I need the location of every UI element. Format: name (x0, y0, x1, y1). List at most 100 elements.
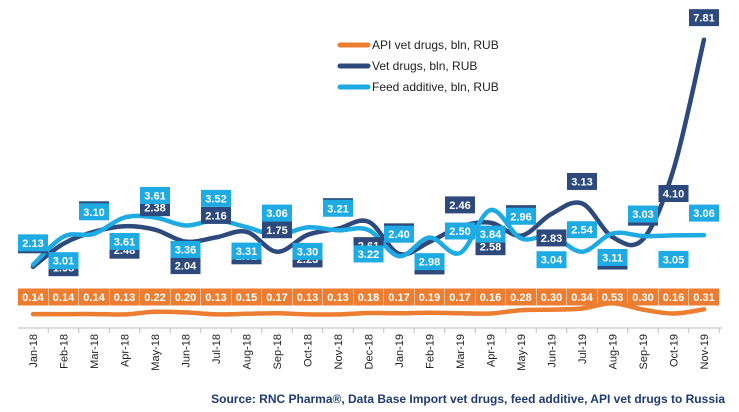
data-label-box (445, 288, 475, 306)
x-tick-label: Jun-19 (547, 334, 559, 368)
x-tick-label: Jul-18 (211, 334, 223, 364)
data-label: 3.05 (663, 254, 684, 266)
data-label: 7.81 (693, 13, 714, 25)
data-label: 0.13 (327, 292, 348, 304)
x-tick-label: Nov-19 (699, 334, 711, 369)
data-label-box (658, 250, 689, 268)
x-tick-label: Sep-19 (638, 334, 650, 369)
data-label: 0.13 (114, 292, 135, 304)
x-tick-label: May-18 (150, 334, 162, 371)
data-label: 2.50 (449, 226, 470, 238)
x-tick-label: Oct-19 (669, 334, 681, 367)
legend-label: Feed additive, bln, RUB (372, 80, 499, 94)
data-label-box (262, 221, 292, 239)
data-label: 0.16 (480, 292, 501, 304)
data-label-box (414, 288, 445, 306)
data-label-box (292, 242, 323, 260)
data-label-box (231, 288, 262, 306)
data-label-box (689, 288, 719, 306)
data-label: 3.04 (541, 255, 563, 267)
data-label: 0.19 (419, 292, 440, 304)
data-label: 2.16 (205, 210, 226, 222)
data-label: 2.54 (571, 225, 593, 237)
data-label-box (536, 251, 567, 269)
x-tick-label: Apr-19 (486, 334, 498, 367)
data-label: 3.36 (175, 244, 196, 256)
x-tick-label: Aug-19 (608, 334, 620, 369)
legend-label: Vet drugs, bln, RUB (372, 59, 477, 73)
series-line (30, 300, 707, 317)
x-tick-label: May-19 (516, 334, 528, 371)
data-label: 0.14 (83, 292, 105, 304)
data-label-box (48, 252, 79, 270)
data-label: 3.11 (602, 252, 623, 264)
data-label: 3.22 (358, 249, 379, 261)
data-label-box (323, 199, 353, 217)
data-label: 3.84 (480, 229, 502, 241)
data-label-box (292, 288, 323, 306)
data-label-box (353, 288, 384, 306)
x-tick-label: Apr-18 (120, 334, 132, 367)
data-label-box (79, 288, 109, 306)
data-label: 2.46 (449, 200, 470, 212)
data-label-box (567, 221, 597, 239)
data-label-box (109, 232, 140, 250)
data-label-box (140, 186, 170, 204)
x-tick-label: Jan-19 (394, 334, 406, 368)
data-label-box (689, 204, 719, 222)
data-label: 0.17 (388, 292, 409, 304)
data-label: 0.53 (602, 292, 623, 304)
x-tick-label: Oct-18 (303, 334, 315, 367)
data-label: 2.13 (22, 238, 43, 250)
data-label: 0.30 (632, 292, 653, 304)
data-label: 3.13 (571, 176, 592, 188)
x-tick-label: Jun-18 (181, 334, 193, 368)
data-label: 2.58 (480, 242, 501, 254)
data-label-box (597, 248, 628, 266)
data-label-box (170, 240, 201, 258)
data-label-box (262, 204, 292, 222)
data-label: 3.61 (114, 236, 135, 248)
data-label: 2.96 (510, 211, 531, 223)
legend: API vet drugs, bln, RUB Vet drugs, bln, R… (337, 38, 499, 94)
data-label-box (597, 288, 628, 306)
data-label: 0.22 (144, 292, 165, 304)
data-label: 3.03 (632, 209, 653, 221)
data-label: 2.38 (144, 203, 165, 215)
x-axis: Jan-18 Feb-18 Mar-18 Apr-18 May-18 Jun-18 Jul-… (18, 327, 722, 371)
data-label-box (536, 288, 567, 306)
data-label: 3.61 (144, 190, 165, 202)
data-label-box (79, 203, 109, 221)
data-label: 0.15 (236, 292, 257, 304)
data-label-box (475, 288, 506, 306)
data-label: 0.18 (358, 292, 379, 304)
x-tick-label: Feb-18 (59, 334, 71, 369)
data-label: 0.34 (571, 292, 593, 304)
data-label-box (475, 225, 506, 243)
data-label-box (445, 222, 475, 240)
data-label-box (506, 207, 536, 225)
data-label-box (170, 257, 201, 275)
data-label-box (567, 172, 597, 190)
data-label-box (201, 288, 231, 306)
data-label: 2.04 (175, 261, 197, 273)
x-tick-label: Nov-18 (333, 334, 345, 369)
x-tick-label: Jan-18 (28, 334, 40, 368)
data-label: 0.17 (266, 292, 287, 304)
data-label: 1.75 (266, 225, 287, 237)
series-lines (30, 37, 707, 317)
data-label-box (658, 288, 689, 306)
data-label-box (506, 288, 536, 306)
data-label: 0.13 (205, 292, 226, 304)
data-labels: 0.14 0.14 0.14 0.13 0.22 0.20 0.13 0.15 0.17 0.13… (18, 9, 719, 306)
data-label: 0.17 (449, 292, 470, 304)
data-label-box (689, 9, 719, 27)
data-label: 2.40 (388, 229, 409, 241)
data-label-box (109, 288, 140, 306)
data-label: 3.01 (53, 256, 74, 268)
data-label: 4.10 (663, 189, 684, 201)
data-label-box (231, 242, 262, 260)
data-label-box (628, 205, 658, 223)
legend-label: API vet drugs, bln, RUB (372, 38, 499, 52)
